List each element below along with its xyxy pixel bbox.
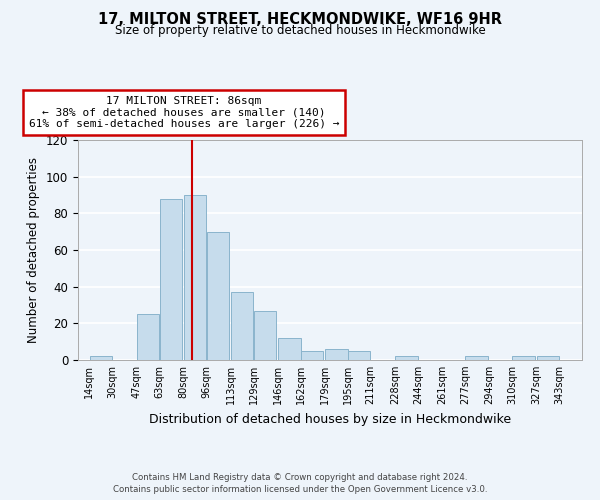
Bar	[395, 356, 418, 360]
Bar	[278, 338, 301, 360]
Bar	[207, 232, 229, 360]
Text: 17, MILTON STREET, HECKMONDWIKE, WF16 9HR: 17, MILTON STREET, HECKMONDWIKE, WF16 9H…	[98, 12, 502, 28]
Bar	[512, 356, 535, 360]
Text: Contains public sector information licensed under the Open Government Licence v3: Contains public sector information licen…	[113, 485, 487, 494]
Bar	[348, 351, 370, 360]
Bar	[184, 195, 206, 360]
Bar	[325, 349, 347, 360]
Text: Size of property relative to detached houses in Heckmondwike: Size of property relative to detached ho…	[115, 24, 485, 37]
Bar	[301, 351, 323, 360]
Bar	[89, 356, 112, 360]
Bar	[536, 356, 559, 360]
Bar	[254, 310, 276, 360]
Text: 17 MILTON STREET: 86sqm
← 38% of detached houses are smaller (140)
61% of semi-d: 17 MILTON STREET: 86sqm ← 38% of detache…	[29, 96, 339, 129]
Bar	[231, 292, 253, 360]
Y-axis label: Number of detached properties: Number of detached properties	[28, 157, 40, 343]
Bar	[137, 314, 159, 360]
Bar	[465, 356, 488, 360]
Text: Distribution of detached houses by size in Heckmondwike: Distribution of detached houses by size …	[149, 412, 511, 426]
Bar	[160, 198, 182, 360]
Text: Contains HM Land Registry data © Crown copyright and database right 2024.: Contains HM Land Registry data © Crown c…	[132, 472, 468, 482]
